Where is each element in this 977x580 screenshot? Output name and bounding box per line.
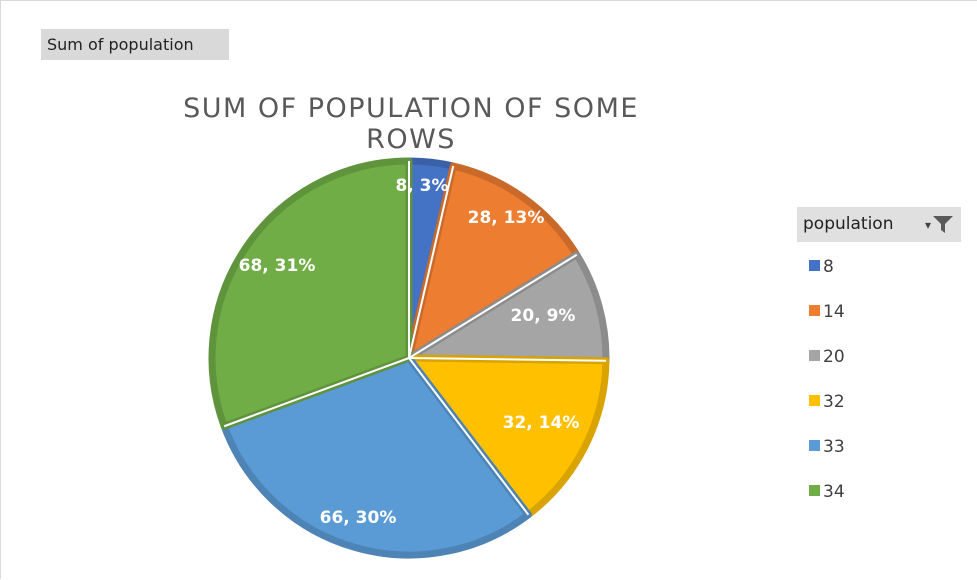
pie-slice-32[interactable]: [405, 354, 610, 519]
legend-filter-label: population: [803, 214, 894, 234]
legend-item-32[interactable]: 32: [809, 392, 845, 412]
filter-funnel-icon: [933, 216, 953, 233]
pie-slice-14[interactable]: [405, 162, 581, 362]
legend-label: 32: [823, 392, 845, 412]
chart-title: SUM OF POPULATION OF SOME ROWS: [183, 93, 639, 155]
data-label-33: 66, 30%: [320, 508, 397, 528]
slice-separator: [223, 357, 410, 428]
legend-swatch: [809, 305, 820, 316]
legend-item-20[interactable]: 20: [809, 347, 845, 367]
data-label-20: 20, 9%: [511, 306, 576, 326]
field-button-sum-of-population[interactable]: Sum of population: [41, 29, 229, 60]
pie-slice-20[interactable]: [405, 251, 610, 365]
legend-swatch: [809, 485, 820, 496]
dropdown-arrow-icon: ▾: [924, 218, 931, 232]
legend-swatch: [809, 395, 820, 406]
pie-slice-33[interactable]: [220, 354, 532, 559]
legend-item-8[interactable]: 8: [809, 257, 834, 277]
legend-swatch: [809, 350, 820, 361]
legend-label: 33: [823, 437, 845, 457]
legend-label: 8: [823, 257, 834, 277]
slice-separator: [408, 253, 578, 359]
data-label-32: 32, 14%: [503, 413, 580, 433]
legend-item-14[interactable]: 14: [809, 302, 845, 322]
legend-label: 14: [823, 302, 845, 322]
pie-slice-34[interactable]: [208, 157, 413, 430]
legend-swatch: [809, 440, 820, 451]
slice-separator: [408, 357, 606, 362]
slice-separator: [408, 165, 455, 359]
legend-filter-button[interactable]: population ▾: [797, 207, 961, 242]
legend-item-34[interactable]: 34: [809, 482, 845, 502]
legend-label: 20: [823, 347, 845, 367]
data-label-34: 68, 31%: [239, 256, 316, 276]
legend-label: 34: [823, 482, 845, 502]
legend-swatch: [809, 260, 820, 271]
data-label-14: 28, 13%: [468, 208, 545, 228]
data-label-8: 8, 3%: [395, 176, 448, 196]
legend-item-33[interactable]: 33: [809, 437, 845, 457]
slice-separator: [408, 357, 530, 516]
